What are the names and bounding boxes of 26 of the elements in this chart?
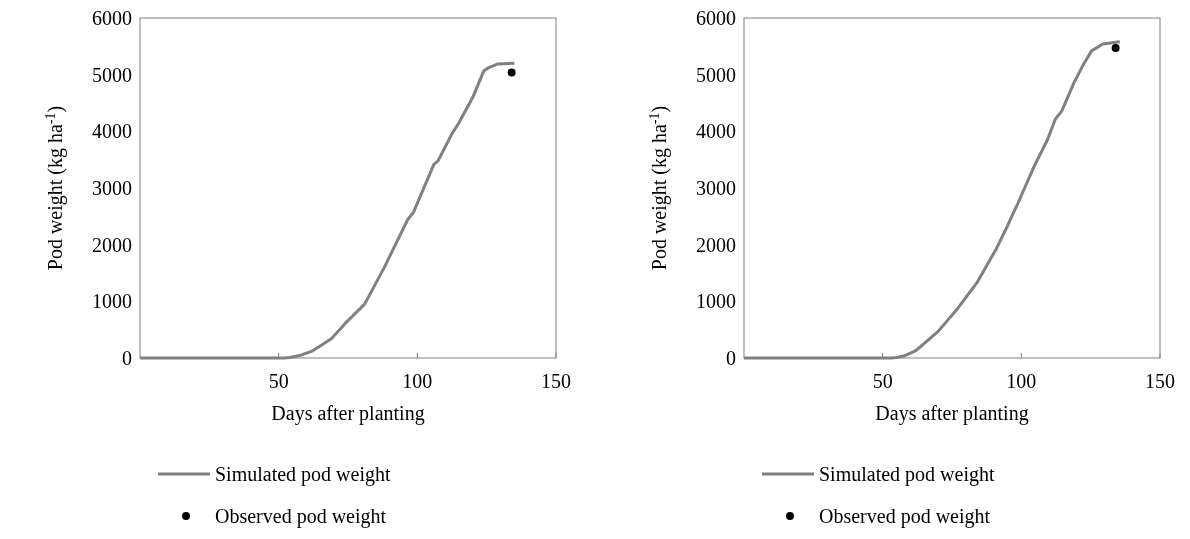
x-tick-label: 100 [1006,370,1037,392]
y-tick-label: 5000 [696,63,736,86]
x-tick-label: 150 [541,370,571,392]
y-tick-label: 2000 [92,233,132,256]
y-tick-label: 4000 [696,120,736,143]
legend-label: Simulated pod weight [215,463,391,486]
x-tick-label: 100 [402,370,433,392]
y-tick-label: 4000 [92,120,132,143]
x-tick-label: 50 [268,370,289,392]
y-tick-label: 6000 [696,7,736,29]
y-tick-label: 0 [726,347,736,369]
y-tick-label: 2000 [696,233,736,256]
y-tick-label: 3000 [696,177,736,199]
legend-label: Observed pod weight [819,505,991,528]
y-tick-label: 6000 [92,7,132,29]
y-tick-label: 1000 [696,290,736,313]
y-tick-label: 0 [122,347,132,369]
y-tick-label: 3000 [92,177,132,199]
legend-label: Simulated pod weight [819,463,995,486]
x-tick-label: 150 [1145,370,1175,392]
x-tick-label: 50 [872,370,893,392]
y-tick-label: 1000 [92,290,132,313]
x-axis-title: Days after planting [271,402,425,425]
y-tick-label: 5000 [92,63,132,86]
legend-label: Observed pod weight [215,505,387,528]
x-axis-title: Days after planting [875,402,1029,425]
